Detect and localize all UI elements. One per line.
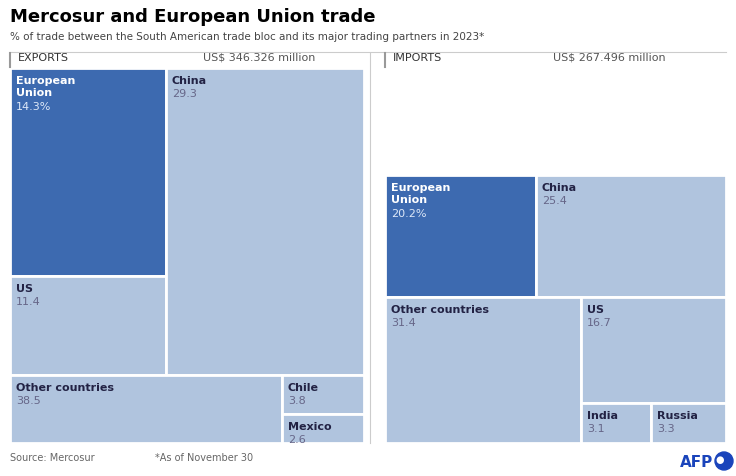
Text: AFP: AFP — [680, 455, 713, 470]
Bar — [282, 414, 364, 443]
Text: Russia: Russia — [657, 411, 698, 421]
Text: European
Union: European Union — [391, 183, 450, 205]
Text: 3.1: 3.1 — [587, 424, 605, 434]
Bar — [581, 403, 651, 443]
Text: Source: Mercosur: Source: Mercosur — [10, 453, 95, 463]
Text: US: US — [587, 305, 604, 315]
Text: EXPORTS: EXPORTS — [18, 53, 69, 63]
Text: India: India — [587, 411, 618, 421]
Text: European
Union: European Union — [16, 76, 75, 98]
Bar — [166, 68, 364, 375]
Text: *As of November 30: *As of November 30 — [155, 453, 253, 463]
Text: 16.7: 16.7 — [587, 318, 612, 328]
Text: IMPORTS: IMPORTS — [393, 53, 442, 63]
Text: China: China — [542, 183, 577, 193]
Bar — [581, 297, 726, 403]
Text: 3.8: 3.8 — [288, 396, 305, 406]
Text: US: US — [16, 284, 33, 294]
Bar — [282, 375, 364, 414]
Text: 2.6: 2.6 — [288, 435, 305, 445]
Bar — [651, 403, 726, 443]
Text: Other countries: Other countries — [16, 383, 114, 393]
Bar — [10, 68, 166, 276]
Text: 14.3%: 14.3% — [16, 102, 52, 112]
Text: 20.2%: 20.2% — [391, 209, 426, 219]
Text: 29.3: 29.3 — [172, 89, 197, 99]
Text: 31.4: 31.4 — [391, 318, 416, 328]
Bar — [385, 175, 536, 297]
Text: Mexico: Mexico — [288, 422, 332, 432]
Text: 3.3: 3.3 — [657, 424, 675, 434]
Bar — [10, 375, 282, 443]
Text: 25.4: 25.4 — [542, 196, 567, 206]
Bar — [10, 276, 166, 443]
Bar — [10, 375, 282, 443]
Circle shape — [715, 452, 733, 470]
Text: ●: ● — [715, 455, 724, 465]
Text: 38.5: 38.5 — [16, 396, 40, 406]
Text: Other countries: Other countries — [391, 305, 489, 315]
Text: Chile: Chile — [288, 383, 319, 393]
Text: China: China — [172, 76, 207, 86]
Text: US$ 267.496 million: US$ 267.496 million — [553, 53, 665, 63]
Bar — [536, 175, 726, 297]
Text: Mercosur and European Union trade: Mercosur and European Union trade — [10, 8, 375, 26]
Text: US$ 346.326 million: US$ 346.326 million — [203, 53, 315, 63]
Bar — [385, 297, 581, 443]
Text: 11.4: 11.4 — [16, 297, 40, 307]
Text: % of trade between the South American trade bloc and its major trading partners : % of trade between the South American tr… — [10, 32, 484, 42]
